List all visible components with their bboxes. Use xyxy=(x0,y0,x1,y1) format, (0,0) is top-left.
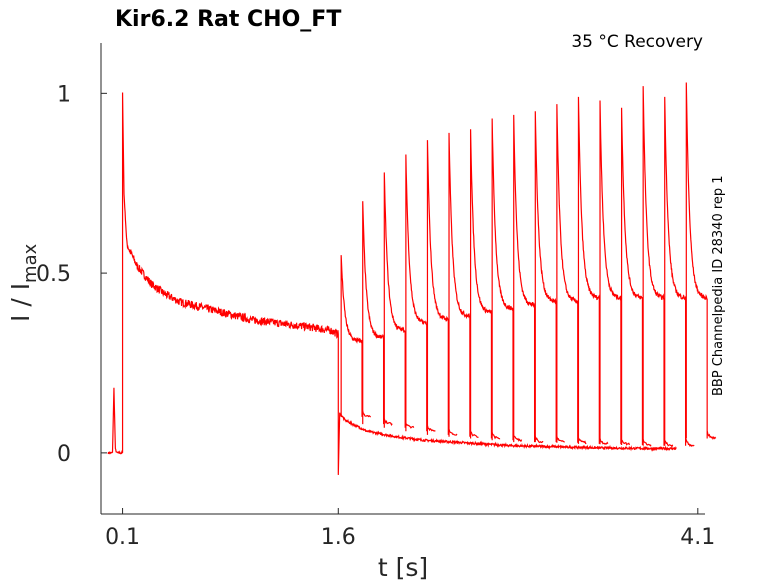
recovery-pulse-17 xyxy=(685,82,717,440)
recovery-pulse-8 xyxy=(491,118,523,443)
recovery-pulse-10 xyxy=(534,111,565,443)
recovery-pulse-11 xyxy=(556,104,587,445)
x-tick-label-1: 1.6 xyxy=(321,525,356,550)
y-tick-label-0: 0 xyxy=(57,442,71,467)
x-tick-label-2: 4.1 xyxy=(680,525,715,550)
condition-annotation: 35 °C Recovery xyxy=(571,32,703,52)
x-tick-label-0: 0.1 xyxy=(105,525,140,550)
y-tick-label-2: 1 xyxy=(57,82,71,107)
plot-area xyxy=(107,82,717,475)
recovery-pulse-14 xyxy=(620,107,652,447)
recovery-pulse-7 xyxy=(469,129,501,440)
y-axis-title-main: I / I xyxy=(6,283,35,322)
recovery-pulse-4 xyxy=(405,154,436,432)
recovery-pulse-3 xyxy=(383,172,415,429)
recovery-pulse-15 xyxy=(642,86,674,448)
source-label: BBP Channelpedia ID 28340 rep 1 xyxy=(711,175,726,396)
y-tick-label-1: 0.5 xyxy=(36,262,71,287)
chart-title: Kir6.2 Rat CHO_FT xyxy=(115,7,341,32)
recovery-pulse-6 xyxy=(448,132,479,438)
recovery-pulse-1 xyxy=(340,255,372,418)
ticks: 0.1 1.6 4.1 0 0.5 1 xyxy=(36,82,715,550)
recovery-pulse-12 xyxy=(577,96,609,446)
conditioning-trace xyxy=(107,92,677,475)
recovery-pulse-16 xyxy=(664,96,695,448)
y-axis-title-sub: max xyxy=(20,243,41,283)
recovery-pulse-9 xyxy=(513,114,544,444)
y-axis-title: I / Imax xyxy=(6,243,41,322)
recovery-pulse-13 xyxy=(599,100,631,446)
x-axis-title: t [s] xyxy=(378,553,428,582)
recovery-pulse-5 xyxy=(426,140,458,436)
recovery-pulse-2 xyxy=(362,201,393,426)
